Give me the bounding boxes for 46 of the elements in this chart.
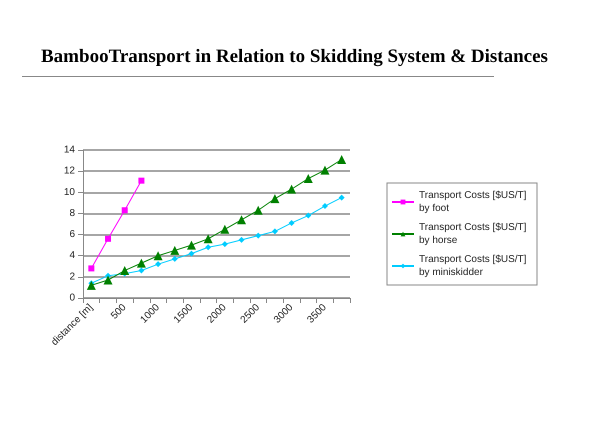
point [320, 166, 330, 175]
point [288, 220, 295, 226]
point [304, 174, 313, 184]
point [254, 206, 263, 215]
point [272, 228, 278, 234]
y-tick-label: 2 [69, 271, 76, 282]
legend-label: Transport Costs [$US/T] by horse [419, 222, 530, 246]
point [305, 212, 312, 219]
legend-label: Transport Costs [$US/T] by miniskidder [419, 254, 530, 278]
point [88, 265, 94, 272]
point [205, 244, 212, 250]
point [170, 246, 180, 255]
point [154, 251, 163, 260]
y-tick-label: 12 [64, 166, 76, 177]
point [287, 184, 296, 194]
y-tick-label: 8 [69, 208, 76, 219]
y-tick-label: 14 [64, 144, 76, 156]
point [104, 276, 113, 285]
point [120, 266, 130, 276]
point [105, 236, 112, 242]
point [188, 250, 194, 257]
point [222, 241, 228, 248]
y-tick-label: 10 [64, 186, 76, 198]
point [172, 256, 178, 262]
point [122, 207, 128, 214]
legend-label: Transport Costs [$US/T] by foot [419, 190, 530, 214]
point [86, 280, 96, 290]
point [220, 224, 230, 234]
chart-title: BambooTransport in Relation to Skidding System & Distances [41, 46, 548, 67]
y-tick-label: 6 [69, 229, 76, 240]
point [136, 258, 146, 268]
point [270, 194, 280, 204]
point [338, 194, 345, 201]
point [204, 234, 213, 244]
point [337, 155, 346, 164]
point [255, 232, 262, 239]
y-tick-label: 4 [69, 250, 76, 262]
y-tick-label: 0 [69, 292, 76, 304]
point [186, 240, 196, 250]
point [238, 236, 245, 243]
point [237, 215, 246, 224]
point [322, 203, 328, 210]
x-tick-label: 500 [109, 302, 129, 322]
point [155, 261, 162, 268]
point [138, 178, 144, 184]
point [138, 268, 144, 274]
